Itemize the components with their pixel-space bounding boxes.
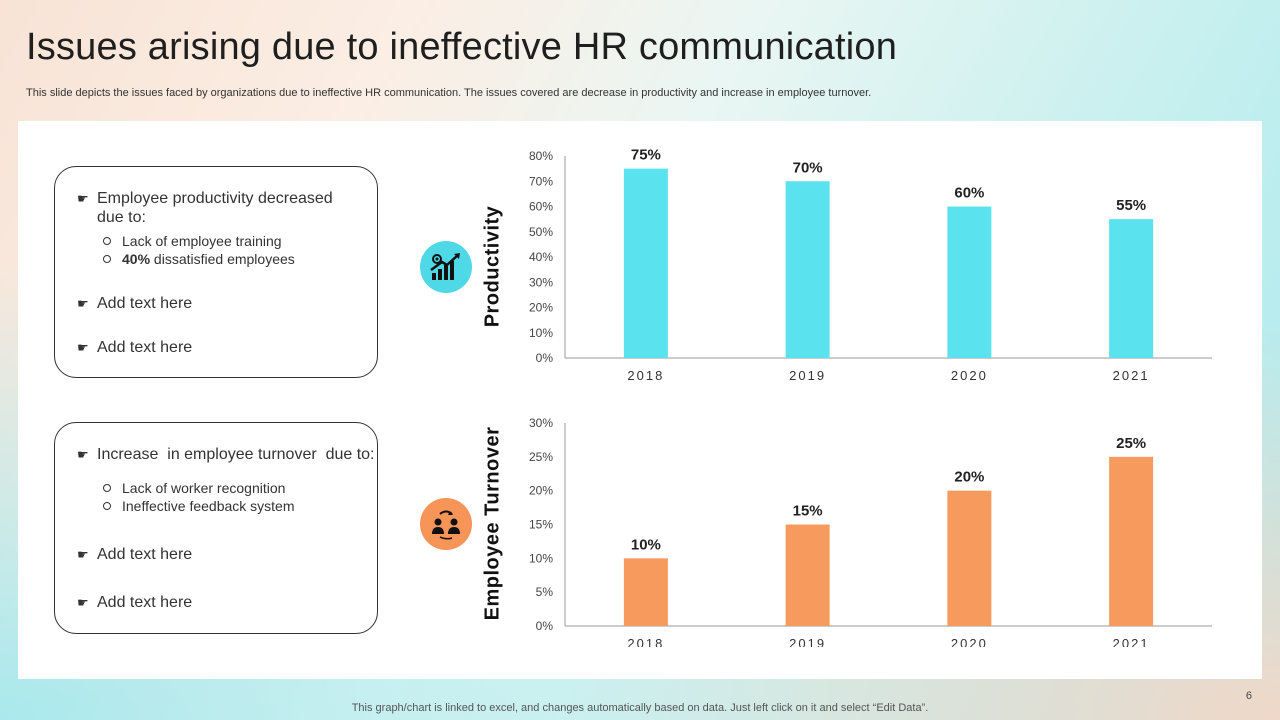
- productivity-x-tick-label-2020: 2020: [951, 368, 988, 383]
- turnover-bar-2019[interactable]: [785, 524, 830, 627]
- turnover-sub-item: Lack of worker recognition: [103, 479, 285, 497]
- turnover-bullet-3: ☛ Add text here: [77, 593, 192, 612]
- productivity-y-tick-label: 10%: [529, 326, 553, 340]
- turnover-data-label-2020: 20%: [954, 469, 984, 486]
- turnover-bar-2018[interactable]: [623, 558, 668, 626]
- turnover-x-tick-label-2018: 2018: [627, 636, 664, 647]
- productivity-x-tick-label-2018: 2018: [627, 368, 664, 383]
- circle-bullet-icon: [103, 237, 111, 245]
- productivity-main-bullet: ☛ Employee productivity decreased due to…: [77, 189, 333, 227]
- productivity-y-tick-label: 0%: [536, 351, 554, 365]
- productivity-sub2-text: 40% dissatisfied employees: [122, 250, 295, 268]
- turnover-y-tick-label: 30%: [529, 416, 553, 430]
- turnover-text-box: ☛ Increase in employee turnover due to: …: [54, 422, 378, 634]
- productivity-chart: 0% 10% 20% 30% 40% 50% 60% 70% 80% 75% 2018 70% 2019…: [529, 147, 1212, 383]
- turnover-y-tick-label: 25%: [529, 450, 553, 464]
- slide-subtitle: This slide depicts the issues faced by o…: [26, 87, 872, 99]
- pointing-hand-icon: ☛: [77, 340, 89, 355]
- turnover-y-tick-label: 20%: [529, 484, 553, 498]
- productivity-bar-2020[interactable]: [947, 206, 992, 359]
- productivity-y-tick-label: 60%: [529, 200, 553, 214]
- turnover-y-tick-label: 10%: [529, 551, 553, 565]
- pointing-hand-icon: ☛: [77, 595, 89, 610]
- turnover-bar-2021[interactable]: [1109, 456, 1154, 626]
- productivity-x-tick-label-2019: 2019: [789, 368, 826, 383]
- productivity-sub2-bold: 40%: [122, 251, 151, 267]
- productivity-data-label-2020: 60%: [954, 185, 984, 202]
- productivity-sub1-text: Lack of employee training: [122, 233, 282, 249]
- productivity-y-tick-label: 40%: [529, 250, 553, 264]
- turnover-axis-title: Employee Turnover: [481, 426, 504, 621]
- productivity-growth-icon: [420, 241, 472, 293]
- circle-bullet-icon: [103, 484, 111, 492]
- productivity-y-tick-label: 70%: [529, 174, 553, 188]
- productivity-axis-title: Productivity: [481, 205, 504, 328]
- productivity-bar-2018[interactable]: [623, 168, 668, 358]
- productivity-bar-2019[interactable]: [785, 181, 830, 358]
- productivity-sub-item: Lack of employee training: [103, 232, 282, 250]
- turnover-main-text: Increase in employee turnover due to:: [97, 446, 375, 463]
- pointing-hand-icon: ☛: [77, 191, 89, 206]
- turnover-bullet-2: ☛ Add text here: [77, 545, 192, 564]
- productivity-main-line2: due to:: [97, 209, 146, 226]
- turnover-x-tick-label-2019: 2019: [789, 636, 826, 647]
- turnover-chart: 0% 5% 10% 15% 20% 25% 30% 10% 2018 15% 2019 20% 2020…: [529, 416, 1212, 647]
- productivity-bullet-3-text: Add text here: [97, 339, 193, 356]
- turnover-main-bullet: ☛ Increase in employee turnover due to:: [77, 445, 375, 464]
- pointing-hand-icon: ☛: [77, 296, 89, 311]
- turnover-y-tick-label: 15%: [529, 518, 553, 532]
- productivity-y-tick-label: 20%: [529, 301, 553, 315]
- pointing-hand-icon: ☛: [77, 447, 89, 462]
- turnover-sub2-text: Ineffective feedback system: [122, 498, 295, 514]
- turnover-x-tick-label-2021: 2021: [1113, 636, 1150, 647]
- content-panel: ☛ Employee productivity decreased due to…: [18, 121, 1262, 679]
- productivity-y-tick-label: 80%: [529, 149, 553, 163]
- productivity-bullet-2: ☛ Add text here: [77, 294, 192, 313]
- turnover-bar-2020[interactable]: [947, 490, 992, 626]
- circle-bullet-icon: [103, 255, 111, 263]
- productivity-x-tick-label-2021: 2021: [1113, 368, 1150, 383]
- productivity-main-text: Employee productivity decreased due to:: [97, 189, 333, 227]
- turnover-data-label-2019: 15%: [793, 503, 823, 520]
- productivity-sub-item: 40% dissatisfied employees: [103, 250, 295, 268]
- productivity-data-label-2021: 55%: [1116, 197, 1146, 214]
- productivity-text-box: ☛ Employee productivity decreased due to…: [54, 166, 378, 378]
- turnover-data-label-2018: 10%: [631, 536, 661, 553]
- circle-bullet-icon: [103, 502, 111, 510]
- productivity-y-tick-label: 30%: [529, 275, 553, 289]
- turnover-bullet-3-text: Add text here: [97, 594, 193, 611]
- productivity-data-label-2019: 70%: [793, 159, 823, 176]
- page-number: 6: [1245, 690, 1252, 702]
- productivity-bar-2021[interactable]: [1109, 219, 1154, 358]
- turnover-sub-item: Ineffective feedback system: [103, 497, 295, 515]
- productivity-data-label-2018: 75%: [631, 147, 661, 164]
- turnover-y-tick-label: 5%: [536, 585, 554, 599]
- turnover-x-tick-label-2020: 2020: [951, 636, 988, 647]
- productivity-bullet-3: ☛ Add text here: [77, 338, 192, 357]
- productivity-sub2-rest: dissatisfied employees: [150, 251, 295, 267]
- productivity-y-tick-label: 50%: [529, 225, 553, 239]
- turnover-sub1-text: Lack of worker recognition: [122, 480, 286, 496]
- footer-note: This graph/chart is linked to excel, and…: [351, 702, 929, 714]
- productivity-main-line1: Employee productivity decreased: [97, 190, 333, 207]
- productivity-bullet-2-text: Add text here: [97, 295, 193, 312]
- turnover-bullet-2-text: Add text here: [97, 546, 193, 563]
- slide-title: Issues arising due to ineffective HR com…: [26, 26, 898, 68]
- turnover-data-label-2021: 25%: [1116, 435, 1146, 452]
- employee-turnover-icon: [420, 498, 472, 550]
- pointing-hand-icon: ☛: [77, 547, 89, 562]
- turnover-y-tick-label: 0%: [536, 619, 554, 633]
